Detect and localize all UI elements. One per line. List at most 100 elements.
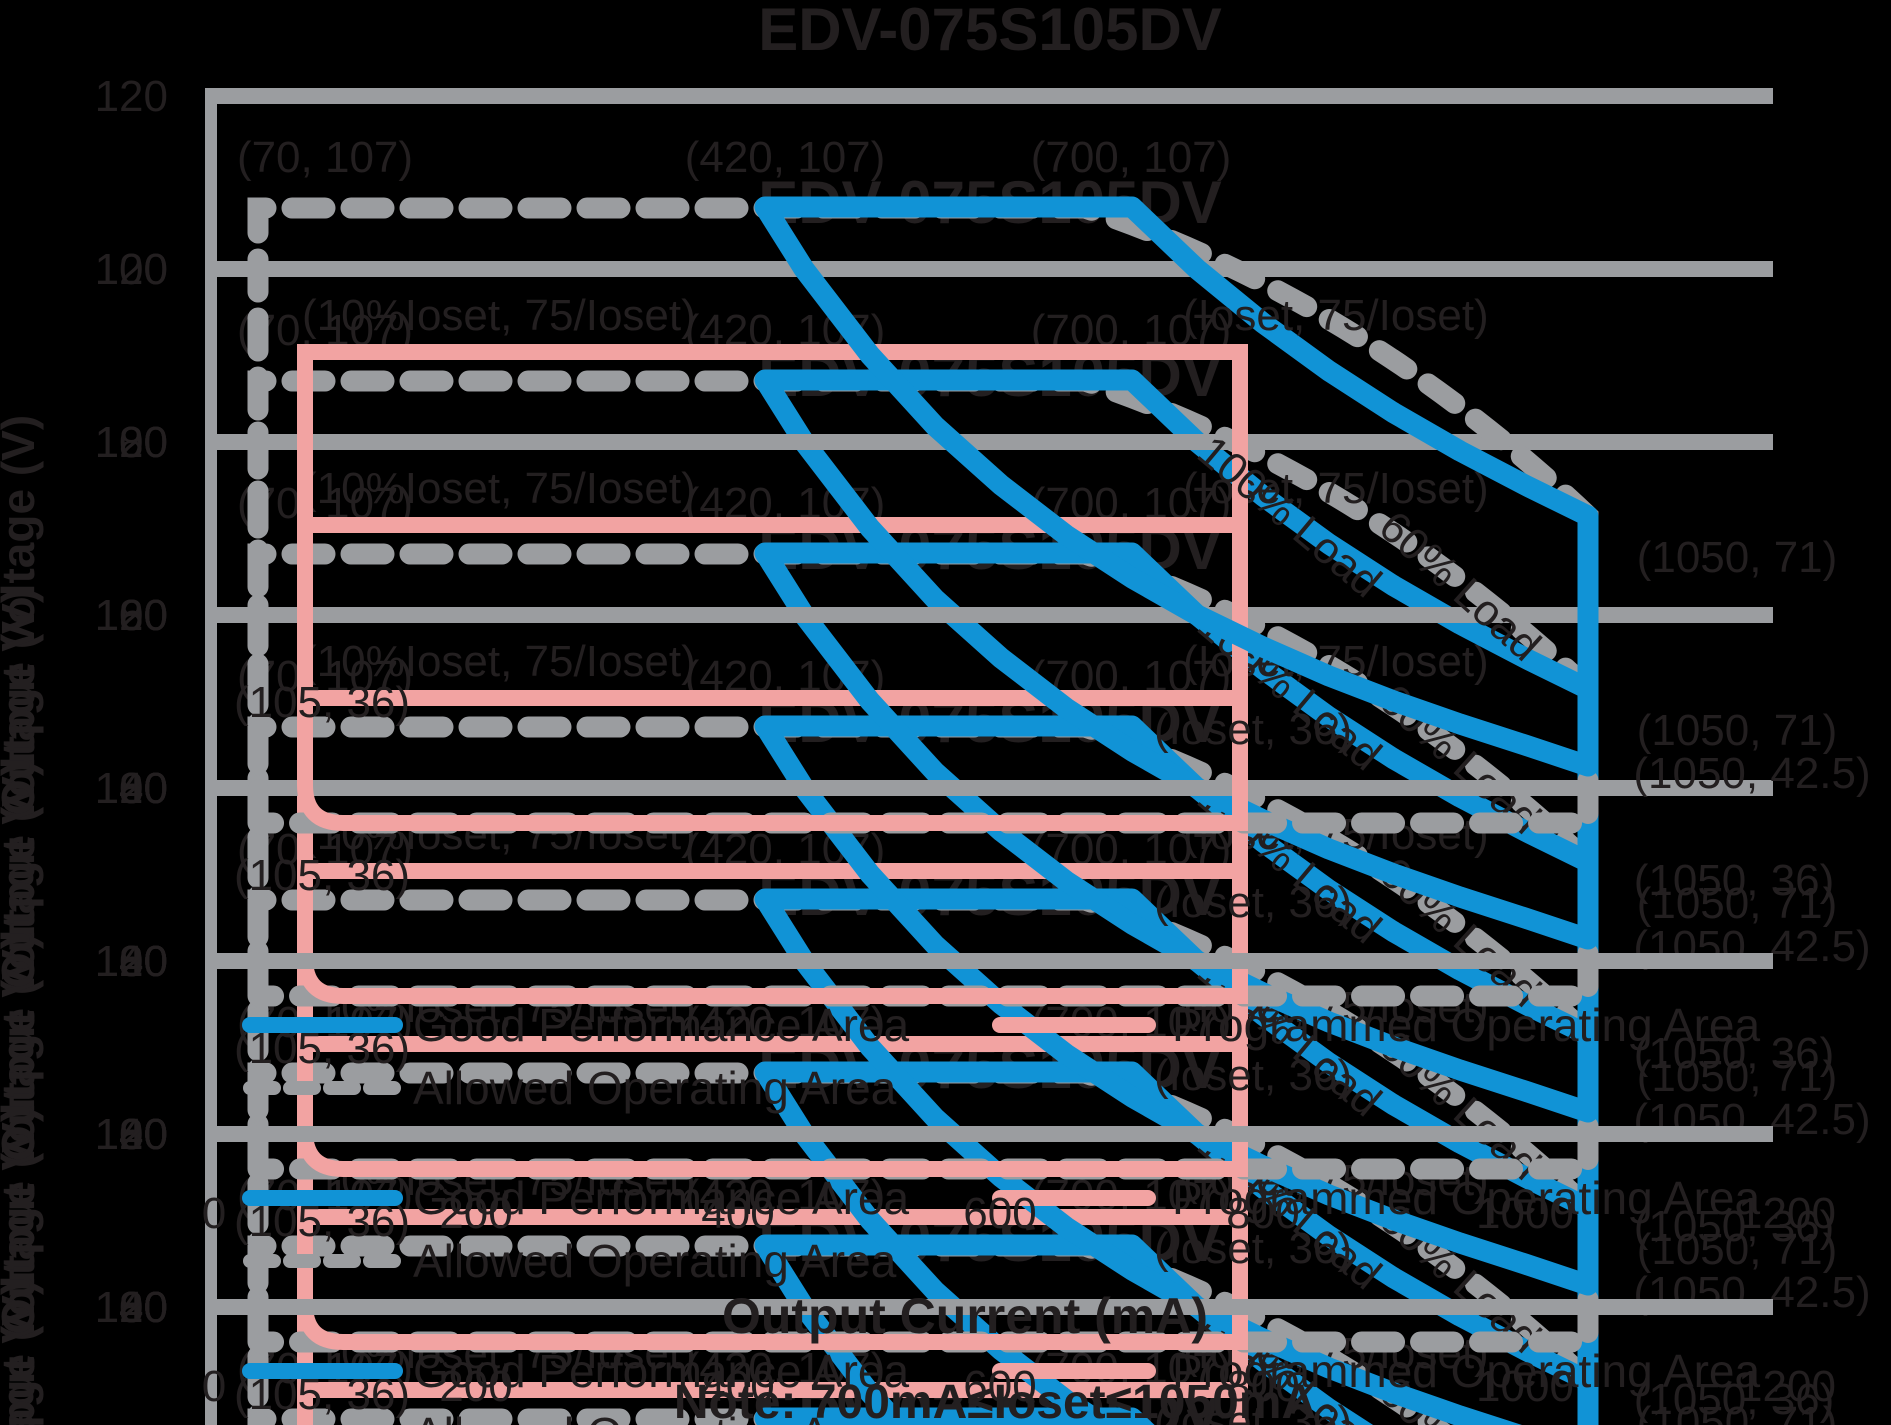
note: Note: 700mA≤Ioset≤1050mA (674, 1376, 1316, 1425)
annotation: (1050, 71) (1637, 1398, 1838, 1425)
y-tick: 80 (119, 418, 168, 467)
y-axis-title: Output Voltage (V) (0, 415, 44, 815)
y-tick: 120 (95, 72, 168, 121)
y-tick: 80 (119, 764, 168, 813)
x-tick: 1000 (1476, 1189, 1574, 1238)
legend-label-allowed: Allowed Operating Area (413, 1235, 897, 1287)
y-tick: 0 (144, 1110, 168, 1159)
y-tick: 80 (119, 591, 168, 640)
x-axis-title: Output Current (mA) (722, 1288, 1208, 1344)
legend-label-programmed: Programmed Operating Area (1172, 1345, 1760, 1397)
gridline (205, 88, 1773, 104)
annotation: (10%Ioset, 75/Ioset) (302, 464, 696, 513)
annotation: (10%Ioset, 75/Ioset) (302, 637, 696, 686)
legend-label-good: Good Performance Area (413, 1172, 909, 1224)
y-tick: 20 (119, 1110, 168, 1159)
annotation: (Ioset, 36) (1154, 1051, 1352, 1100)
y-tick: 100 (95, 764, 168, 813)
annotation: (Ioset, 36) (1154, 1397, 1352, 1425)
legend-label-programmed: Programmed Operating Area (1172, 1172, 1760, 1224)
y-tick: 120 (95, 764, 168, 813)
x-tick: 800 (1226, 1362, 1299, 1411)
annotation: (1050, 71) (1637, 706, 1838, 755)
annotation: (70, 107) (237, 133, 413, 182)
x-tick: 600 (963, 1189, 1036, 1238)
y-axis-title: Output Voltage (V) (0, 761, 44, 1161)
y-tick: 20 (119, 1283, 168, 1332)
y-tick: 100 (95, 1283, 168, 1332)
annotation: (Ioset, 75/Ioset) (1183, 291, 1489, 340)
legend-label-allowed: Allowed Operating Area (413, 1062, 897, 1114)
gridline (205, 953, 1773, 969)
good-performance-area-boundary (754, 542, 1599, 1123)
chart-title: EDV-075S105DV (758, 0, 1222, 63)
annotation: (420, 107) (685, 133, 886, 182)
x-tick: 0 (202, 1189, 226, 1238)
curve-label-60pct: 60% Load (1370, 502, 1550, 671)
gridline (205, 434, 1773, 450)
annotation: (105, 36) (234, 851, 410, 900)
annotation: (105, 36) (234, 678, 410, 727)
x-tick: 1200 (1738, 1362, 1836, 1411)
programmed-operating-area-boundary (297, 344, 1248, 831)
good-performance-area-boundary (754, 715, 1599, 1296)
gridline (205, 780, 1773, 796)
legend-label-good: Good Performance Area (413, 999, 909, 1051)
y-tick: 120 (95, 1110, 168, 1159)
x-tick: 200 (439, 1362, 512, 1411)
y-tick: 100 (95, 591, 168, 640)
annotation: (1050, 71) (1637, 533, 1838, 582)
x-tick: 400 (701, 1189, 774, 1238)
good-performance-area-boundary (754, 196, 1599, 777)
y-tick: 60 (119, 1110, 168, 1159)
good-performance-area-boundary (754, 888, 1599, 1425)
y-tick: 40 (119, 937, 168, 986)
gridline (205, 1126, 1773, 1142)
x-tick: 1000 (1476, 1362, 1574, 1411)
y-tick: 0 (144, 1283, 168, 1332)
annotation: (1050, 71) (1637, 1052, 1838, 1101)
y-tick: 120 (95, 418, 168, 467)
y-axis-line (205, 88, 217, 1142)
y-tick: 60 (119, 591, 168, 640)
y-tick: 80 (119, 1283, 168, 1332)
good-performance-area-boundary (754, 1234, 1374, 1425)
y-tick: 60 (119, 764, 168, 813)
y-tick: 60 (119, 937, 168, 986)
allowed-operating-area-boundary (247, 370, 1599, 1007)
x-tick: 0 (202, 1362, 226, 1411)
legend-label-programmed: Programmed Operating Area (1172, 999, 1760, 1051)
y-tick: 120 (95, 937, 168, 986)
annotation: (1050, 36) (1634, 1202, 1835, 1251)
y-axis-title: Output Voltage (V) (0, 588, 44, 988)
y-axis-title: Output Voltage (V) (0, 1280, 44, 1425)
y-tick: 60 (119, 1283, 168, 1332)
y-tick: 80 (119, 937, 168, 986)
y-tick: 80 (119, 1110, 168, 1159)
y-tick: 40 (119, 764, 168, 813)
y-tick: 100 (95, 937, 168, 986)
x-tick: 400 (701, 1362, 774, 1411)
annotation: (Ioset, 36) (1154, 705, 1352, 754)
y-axis-title: Output Voltage (V) (0, 934, 44, 1334)
annotation: (1050, 71) (1637, 1225, 1838, 1274)
y-tick: 100 (95, 245, 168, 294)
y-tick: 120 (95, 1283, 168, 1332)
annotation: (10%Ioset, 75/Ioset) (302, 291, 696, 340)
annotation: (1050, 36) (1634, 856, 1835, 905)
annotation: (Ioset, 36) (1154, 1224, 1352, 1273)
good-performance-area-boundary (754, 369, 1599, 950)
annotation: (1050, 36) (1634, 1029, 1835, 1078)
annotation: (1050, 42.5) (1633, 749, 1870, 798)
gridline (205, 607, 1773, 623)
annotation: (Ioset, 36) (1154, 878, 1352, 927)
legend-label-good: Good Performance Area (413, 1345, 909, 1397)
annotation: (1050, 36) (1634, 1375, 1835, 1424)
legend-label-allowed: Allowed Operating Area (413, 1408, 897, 1425)
y-tick: 120 (95, 591, 168, 640)
x-tick: 600 (963, 1362, 1036, 1411)
x-tick: 1200 (1738, 1189, 1836, 1238)
x-tick: 800 (1226, 1189, 1299, 1238)
